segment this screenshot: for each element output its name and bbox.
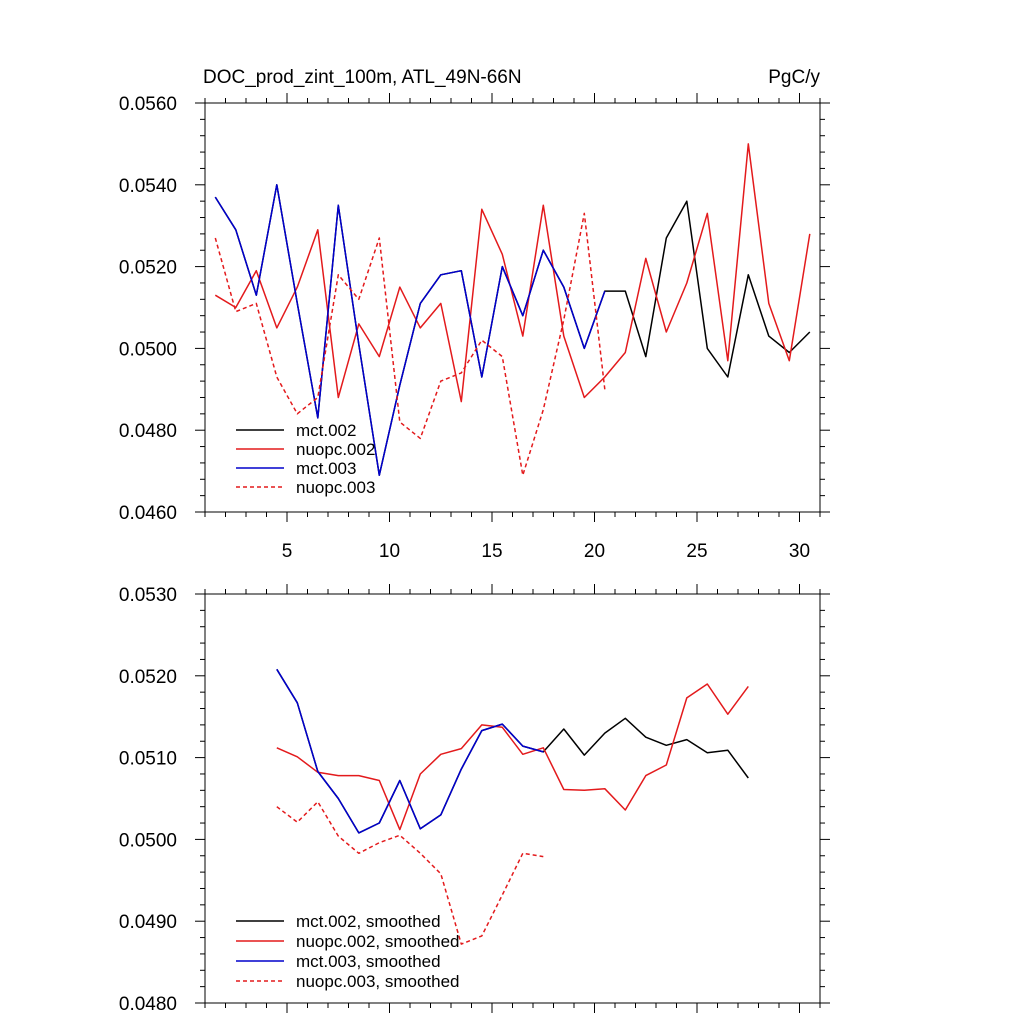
chart-units: PgC/y	[768, 67, 820, 88]
y-tick-label: 0.0540	[119, 176, 177, 197]
y-tick-label: 0.0510	[119, 749, 177, 770]
top-chart-panel: 5 10 15 20 25 30 0.0460 0.0480 0.0500 0.0520 0.054…	[119, 67, 830, 562]
y-tick-label: 0.0520	[119, 667, 177, 688]
x-axis-ticks	[204, 584, 821, 1013]
legend-label: nuopc.002, smoothed	[296, 932, 460, 951]
legend-label: mct.003	[296, 459, 356, 478]
y-tick-label: 0.0500	[119, 339, 177, 360]
y-tick-label: 0.0530	[119, 585, 177, 606]
y-tick-label: 0.0520	[119, 258, 177, 279]
x-tick-label: 25	[686, 541, 707, 562]
bottom-chart-panel: 0.0480 0.0490 0.0500 0.0510 0.0520 0.0530 mct.…	[119, 584, 830, 1015]
legend-label: mct.002	[296, 421, 356, 440]
y-tick-label: 0.0500	[119, 830, 177, 851]
series-line-mct-002-smoothed	[276, 668, 749, 834]
series-line-nuopc-002-smoothed	[276, 683, 749, 831]
series-line-nuopc-002	[214, 143, 811, 403]
y-tick-label: 0.0490	[119, 912, 177, 933]
legend-label: mct.002, smoothed	[296, 912, 441, 931]
y-tick-label: 0.0560	[119, 94, 177, 115]
x-tick-label: 30	[789, 541, 810, 562]
legend-label: nuopc.003	[296, 478, 375, 497]
legend-label: nuopc.002	[296, 440, 375, 459]
legend-label: nuopc.003, smoothed	[296, 972, 460, 991]
x-tick-label: 20	[584, 541, 605, 562]
series-line-mct-003	[214, 184, 606, 476]
x-axis-ticks	[204, 93, 821, 522]
y-axis-ticks	[195, 102, 830, 513]
x-tick-label: 10	[379, 541, 400, 562]
y-tick-label: 0.0460	[119, 503, 177, 524]
series-line-mct-003-smoothed	[276, 668, 544, 834]
x-tick-label: 15	[481, 541, 502, 562]
legend-label: mct.003, smoothed	[296, 952, 441, 971]
y-tick-label: 0.0480	[119, 421, 177, 442]
x-tick-label: 5	[282, 541, 293, 562]
y-axis-ticks	[195, 593, 830, 1004]
chart-title: DOC_prod_zint_100m, ATL_49N-66N	[203, 67, 522, 88]
y-tick-label: 0.0480	[119, 994, 177, 1015]
